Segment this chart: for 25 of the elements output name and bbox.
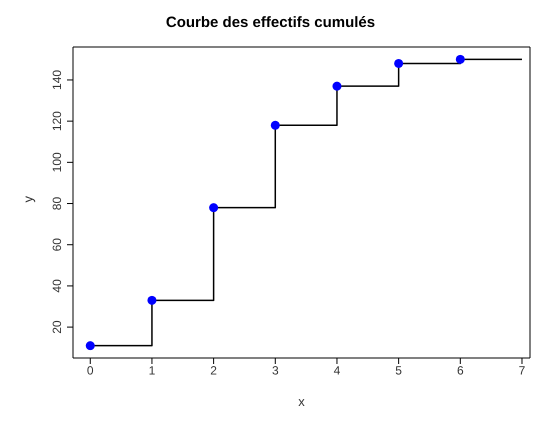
- y-tick-label: 80: [50, 196, 64, 210]
- x-axis-title: x: [298, 394, 306, 409]
- y-tick-label: 60: [50, 238, 64, 252]
- y-tick-label: 120: [50, 110, 64, 132]
- point: [147, 296, 156, 305]
- point: [332, 82, 342, 91]
- point: [456, 54, 465, 64]
- point: [394, 58, 404, 68]
- y-tick-label: 20: [50, 320, 64, 334]
- point: [270, 120, 280, 130]
- x-tick-label: 0: [86, 364, 94, 378]
- y-axis-title: y: [20, 196, 36, 202]
- point: [209, 203, 218, 212]
- x-tick-label: 2: [210, 364, 218, 378]
- x-tick-label: 7: [518, 364, 526, 378]
- x-tick-label: 6: [456, 364, 464, 378]
- chart-title: Courbe des effectifs cumulés: [164, 13, 376, 33]
- y-tick-label: 140: [50, 70, 64, 90]
- y-tick-label: 40: [50, 278, 64, 293]
- point: [86, 341, 95, 350]
- x-tick-label: 1: [148, 364, 156, 378]
- y-tick-label: 100: [50, 152, 64, 172]
- x-tick-label: 5: [395, 364, 402, 378]
- x-tick-label: 3: [272, 364, 279, 378]
- x-tick-label: 4: [334, 364, 341, 378]
